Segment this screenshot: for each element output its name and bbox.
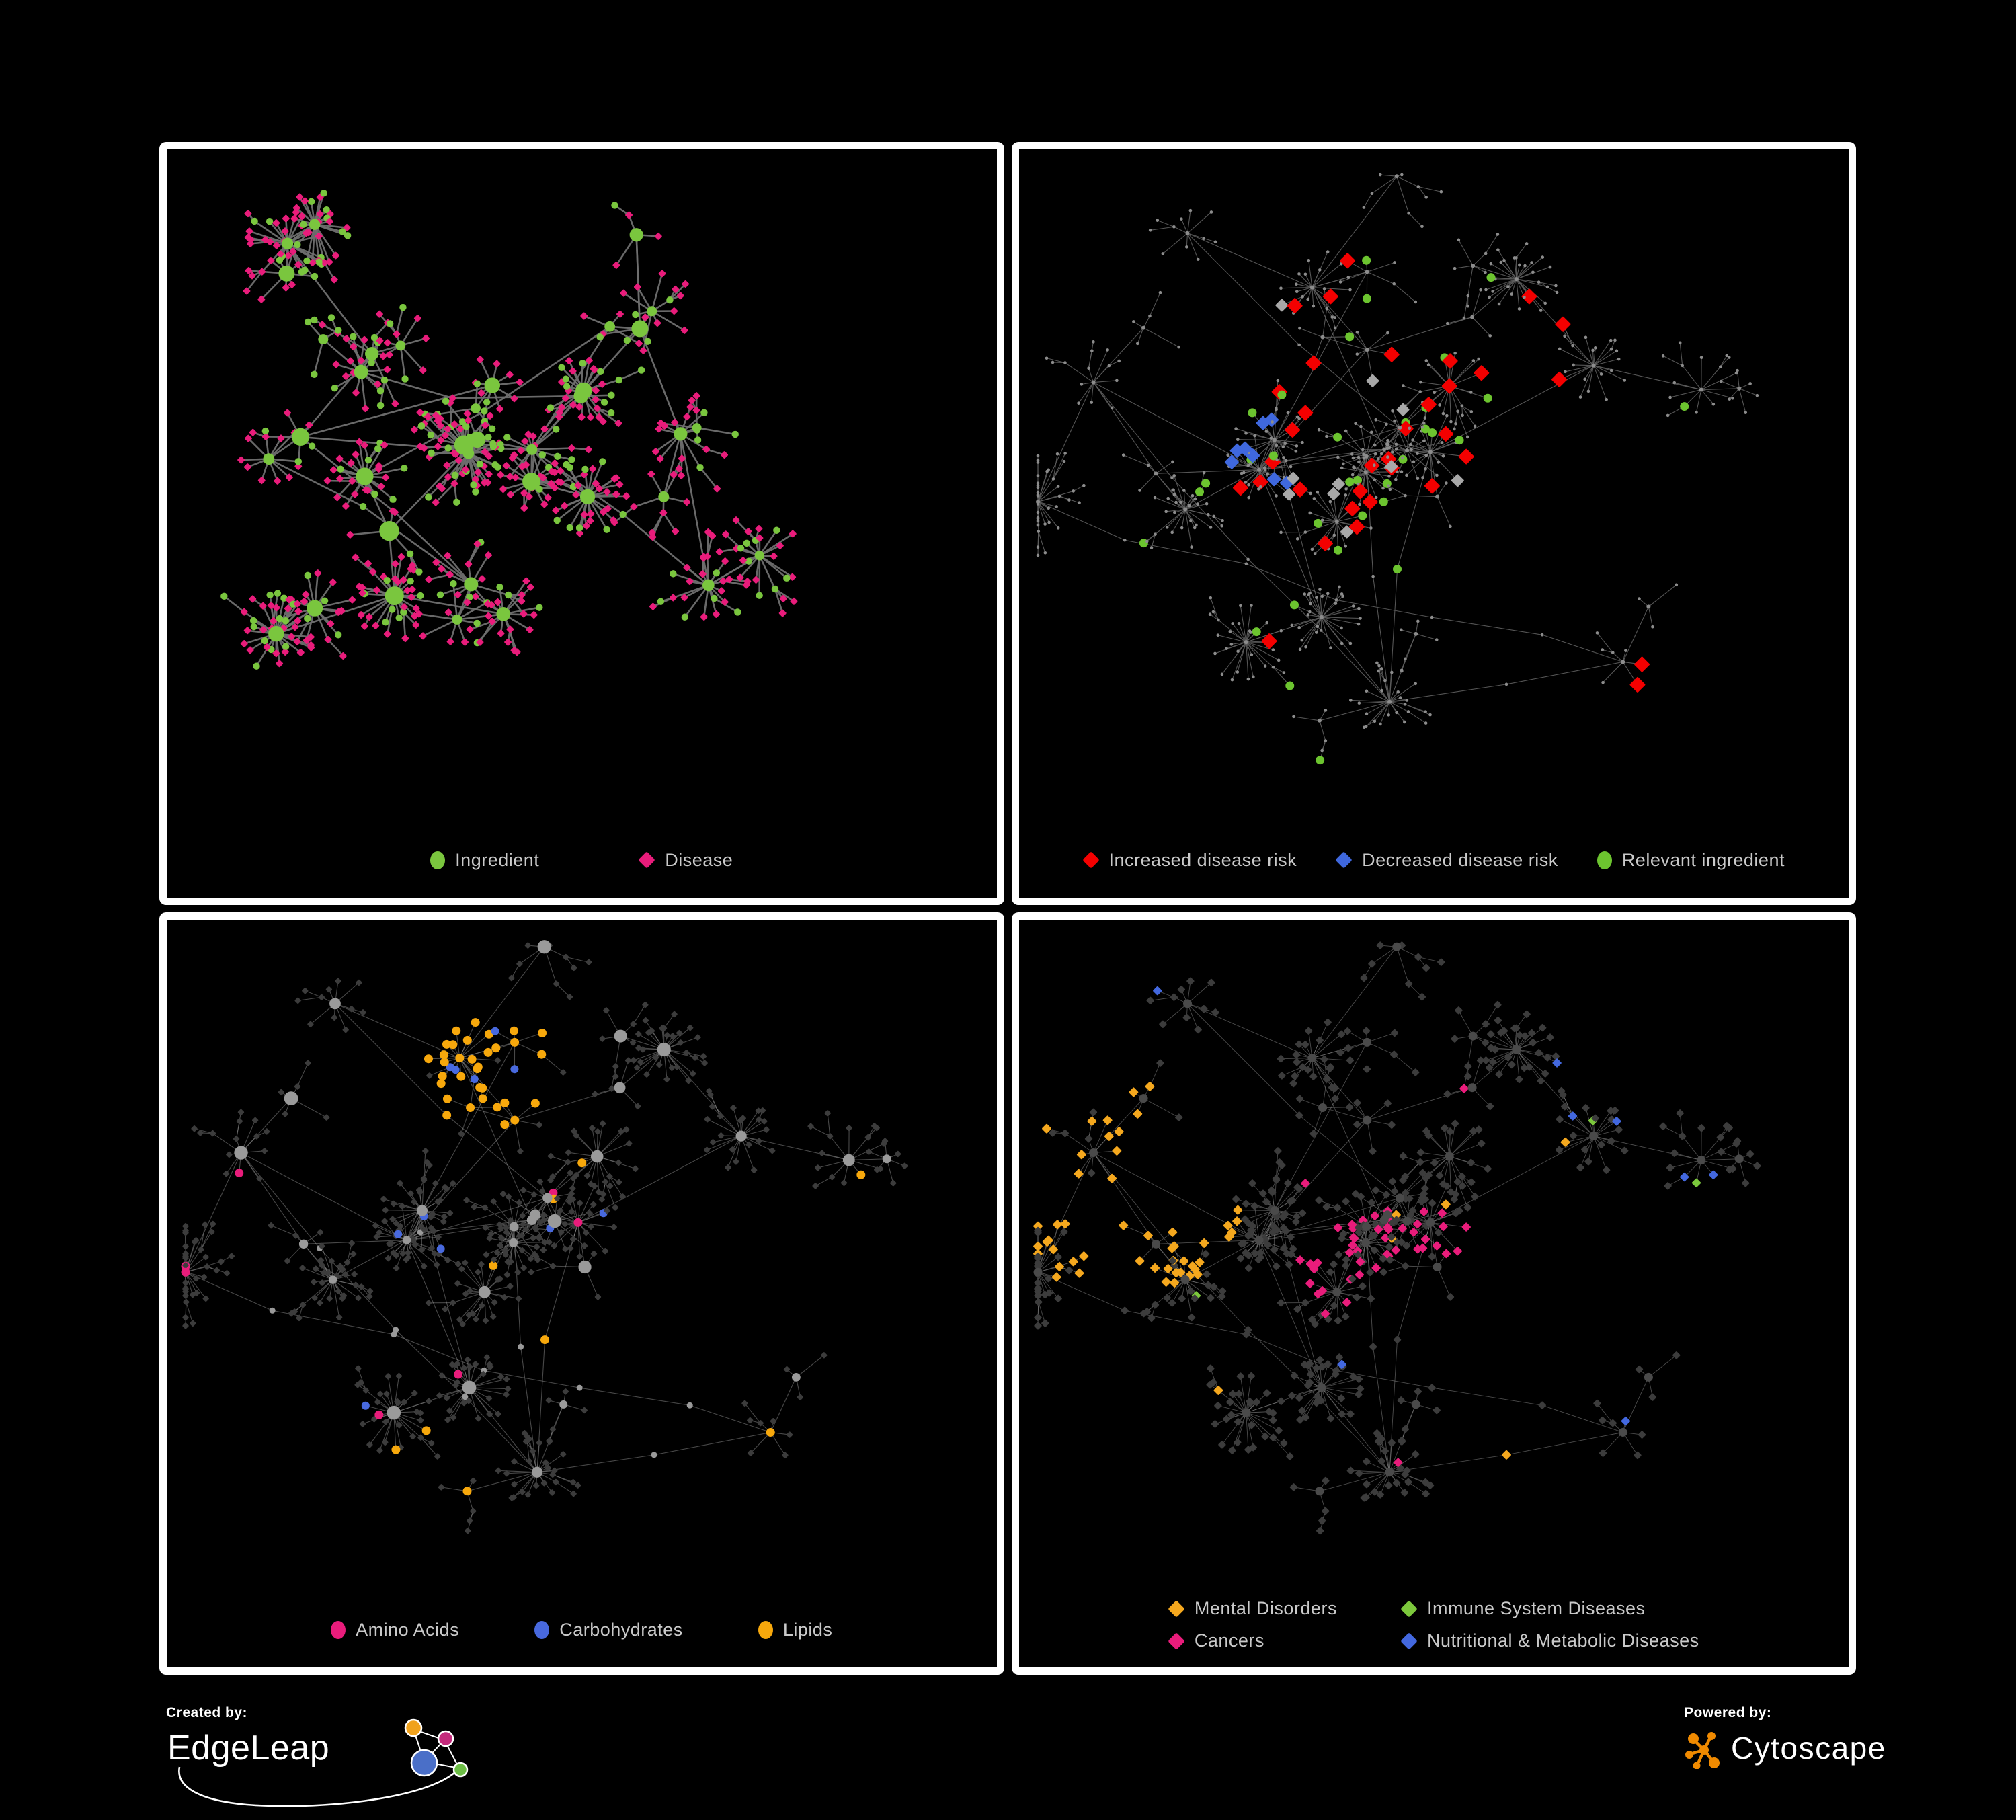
increased-risk-marker-icon (1082, 851, 1100, 869)
powered-by-block: Powered by: Cytoscape (1684, 1705, 1993, 1816)
legend-label: Cancers (1194, 1630, 1264, 1651)
panels-grid: Ingredient Disease Increased disease ris… (159, 142, 1856, 1675)
cytoscape-logo-icon (1685, 1732, 1720, 1769)
panel-disease-categories: Mental Disorders Immune System Diseases … (1011, 912, 1856, 1675)
legend-item-ingredient: Ingredient (430, 850, 539, 871)
cytoscape-wordmark: Cytoscape (1731, 1731, 1886, 1766)
panel3-legend: Amino Acids Carbohydrates Lipids (167, 1620, 997, 1640)
legend-label: Immune System Diseases (1426, 1598, 1646, 1618)
nutritional-metabolic-marker-icon (1400, 1632, 1418, 1650)
panel4-legend: Mental Disorders Immune System Diseases … (1019, 1598, 1849, 1651)
edgeleap-logo-icon (178, 1718, 469, 1807)
powered-by-label: Powered by: (1684, 1705, 1772, 1720)
legend-label: Lipids (782, 1620, 833, 1640)
carbohydrates-marker-icon (534, 1621, 550, 1639)
lipids-marker-icon (758, 1621, 773, 1639)
ingredient-marker-icon (430, 850, 446, 869)
legend-item-disease: Disease (638, 849, 733, 871)
legend-label: Decreased disease risk (1362, 849, 1558, 870)
compound-classes-network (181, 939, 908, 1534)
legend-item-increased-risk: Increased disease risk (1082, 849, 1297, 871)
legend-label: Disease (665, 849, 733, 870)
created-by-label: Created by: (166, 1705, 248, 1720)
legend-label: Ingredient (455, 849, 540, 870)
legend-item-mental-disorders: Mental Disorders (1168, 1598, 1337, 1619)
relevant-ingredient-marker-icon (1597, 850, 1612, 869)
legend-item-lipids: Lipids (758, 1620, 833, 1640)
legend-label: Increased disease risk (1108, 849, 1297, 870)
legend-label: Mental Disorders (1194, 1598, 1337, 1618)
panel-ingredient-disease: Ingredient Disease (159, 142, 1004, 905)
cancers-marker-icon (1168, 1632, 1185, 1650)
amino-acids-marker-icon (331, 1621, 346, 1639)
ingredient-disease-network (220, 190, 798, 670)
legend-item-decreased-risk: Decreased disease risk (1335, 849, 1558, 871)
immune-system-marker-icon (1400, 1599, 1418, 1618)
panel-disease-risk: Increased disease risk Decreased disease… (1011, 142, 1856, 905)
legend-label: Relevant ingredient (1621, 849, 1785, 870)
panel-compound-classes: Amino Acids Carbohydrates Lipids (159, 912, 1004, 1675)
legend-item-immune-system-diseases: Immune System Diseases (1400, 1598, 1699, 1619)
legend-item-nutritional-metabolic-diseases: Nutritional & Metabolic Diseases (1400, 1630, 1699, 1651)
edgeleap-wordmark: EdgeLeap (167, 1729, 330, 1768)
legend-item-amino-acids: Amino Acids (331, 1620, 459, 1640)
disease-categories-network (1033, 941, 1761, 1534)
legend-label: Carbohydrates (559, 1620, 683, 1640)
legend-item-carbohydrates: Carbohydrates (534, 1620, 683, 1640)
panel2-legend: Increased disease risk Decreased disease… (1019, 850, 1849, 871)
created-by-block: Created by: EdgeLeap (166, 1705, 489, 1816)
disease-marker-icon (638, 851, 655, 869)
mental-disorders-marker-icon (1168, 1599, 1185, 1618)
legend-label: Nutritional & Metabolic Diseases (1426, 1630, 1699, 1651)
legend-label: Amino Acids (356, 1620, 460, 1640)
decreased-risk-marker-icon (1335, 851, 1353, 869)
disease-risk-network (1035, 173, 1759, 765)
legend-item-cancers: Cancers (1168, 1630, 1337, 1651)
panel1-legend: Ingredient Disease (167, 850, 997, 871)
legend-item-relevant-ingredient: Relevant ingredient (1597, 850, 1785, 871)
